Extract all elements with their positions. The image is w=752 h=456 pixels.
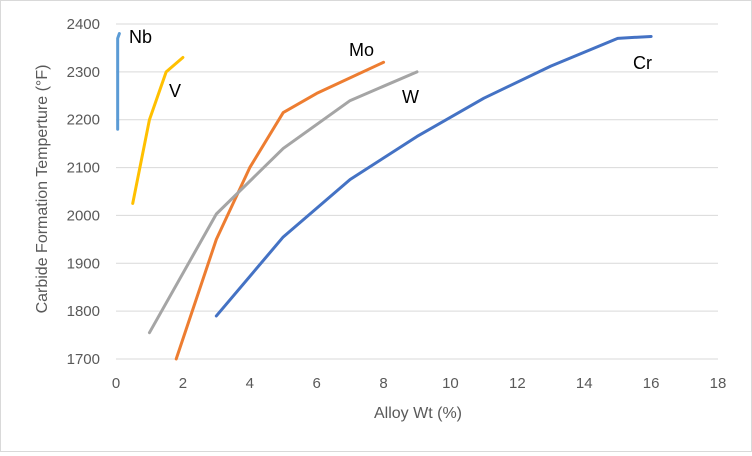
x-tick-label: 0 xyxy=(112,375,120,392)
x-tick-label: 6 xyxy=(312,375,320,392)
x-tick-label: 10 xyxy=(442,375,459,392)
series-label-mo: Mo xyxy=(349,40,374,60)
y-tick-label: 2300 xyxy=(67,64,100,81)
y-tick-label: 2200 xyxy=(67,112,100,129)
series-label-cr: Cr xyxy=(633,53,652,73)
series-label-w: W xyxy=(402,87,419,107)
y-tick-label: 2100 xyxy=(67,160,100,177)
series-line-mo xyxy=(174,60,386,361)
x-tick-label: 18 xyxy=(710,375,727,392)
series-lines xyxy=(116,32,653,361)
y-tick-label: 1700 xyxy=(67,351,100,368)
y-axis-title: Carbide Formation Temperture (°F) xyxy=(34,65,51,314)
y-tick-label: 2000 xyxy=(67,207,100,224)
y-tick-label: 1900 xyxy=(67,255,100,272)
y-tick-label: 1800 xyxy=(67,303,100,320)
series-label-nb: Nb xyxy=(129,27,152,47)
series-labels: Nb V Mo W Cr xyxy=(129,27,652,107)
tick-labels: 1700 1800 1900 2000 2100 2200 2300 2400 0 2 4 6 8 10 1… xyxy=(67,16,727,392)
x-axis-title: Alloy Wt (%) xyxy=(374,405,462,422)
x-tick-label: 16 xyxy=(643,375,660,392)
x-tick-label: 4 xyxy=(246,375,254,392)
series-line-cr xyxy=(214,34,653,318)
x-tick-label: 2 xyxy=(179,375,187,392)
x-tick-label: 12 xyxy=(509,375,526,392)
series-line-nb xyxy=(116,32,121,131)
series-line-w xyxy=(147,70,419,335)
x-tick-label: 14 xyxy=(576,375,593,392)
gridlines xyxy=(116,23,718,360)
x-tick-label: 8 xyxy=(379,375,387,392)
y-tick-label: 2400 xyxy=(67,16,100,33)
series-label-v: V xyxy=(169,81,181,101)
series-line-v xyxy=(131,56,185,205)
